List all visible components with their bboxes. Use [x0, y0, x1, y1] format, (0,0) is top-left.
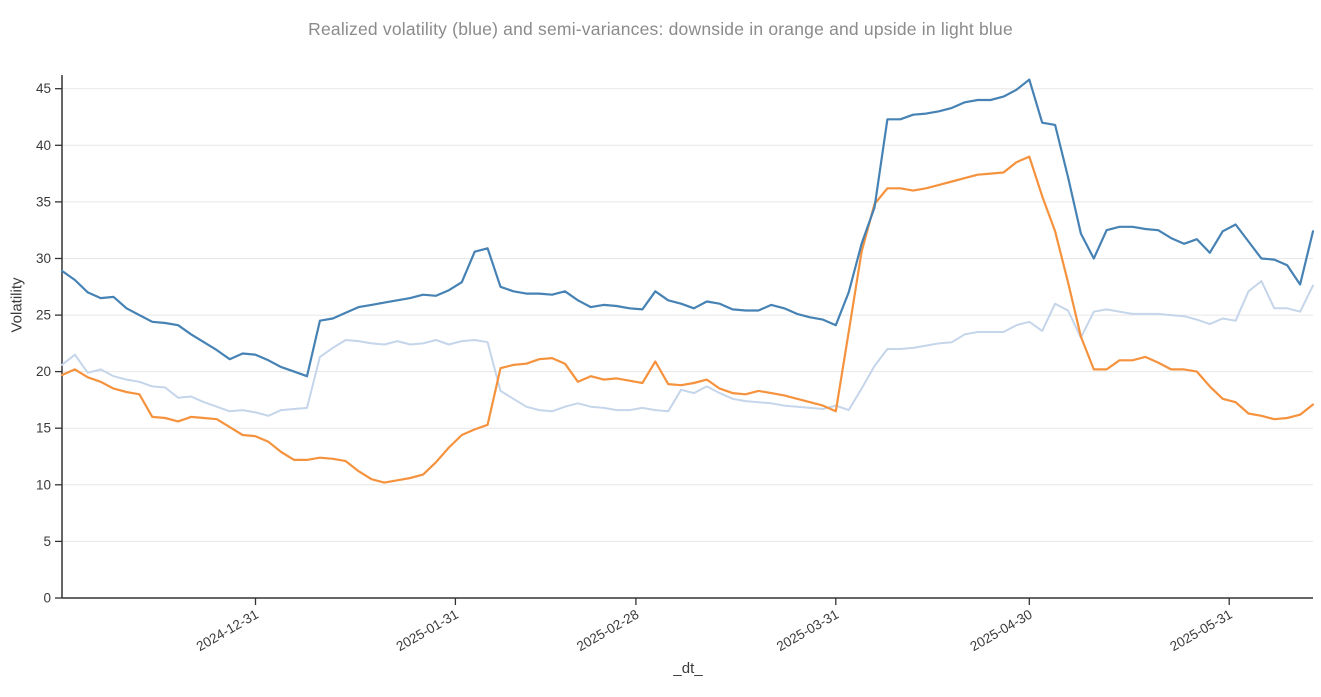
y-tick-label-35: 35 [36, 194, 51, 209]
y-tick-label-20: 20 [36, 364, 51, 379]
x-tick-label-2024-12-31: 2024-12-31 [194, 607, 261, 655]
y-tick-label-15: 15 [36, 421, 51, 436]
x-tick-label-2025-02-28: 2025-02-28 [574, 607, 641, 655]
y-tick-label-0: 0 [43, 591, 51, 606]
y-tick-label-45: 45 [36, 81, 51, 96]
y-tick-label-10: 10 [36, 477, 51, 492]
downside-semi-variance-line [60, 155, 1315, 484]
x-tick-label-2025-01-31: 2025-01-31 [394, 607, 461, 655]
x-tick-label-2025-05-31: 2025-05-31 [1167, 607, 1234, 655]
upside-semi-variance-line [61, 280, 1314, 417]
x-tick-label-2025-04-30: 2025-04-30 [967, 607, 1034, 655]
y-tick-label-25: 25 [36, 308, 51, 323]
chart-title: Realized volatility (blue) and semi-vari… [308, 19, 1013, 39]
x-tick-label-2025-03-31: 2025-03-31 [774, 607, 841, 655]
x-axis-label: _dt_ [673, 660, 703, 677]
realized-volatility-line [60, 78, 1315, 378]
y-tick-label-30: 30 [36, 251, 51, 266]
y-tick-label-5: 5 [43, 534, 51, 549]
y-tick-label-40: 40 [36, 138, 51, 153]
